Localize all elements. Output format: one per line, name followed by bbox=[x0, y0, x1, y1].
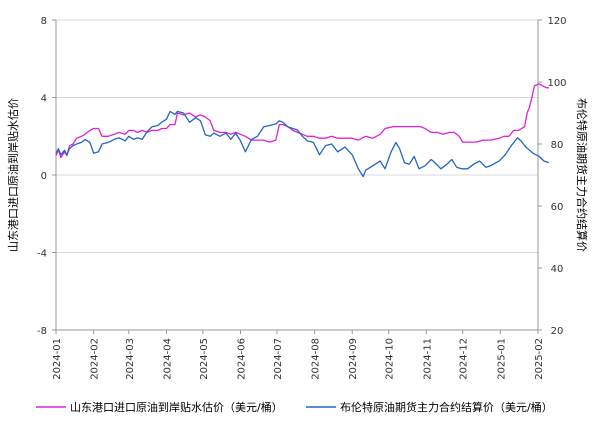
legend-label-series-2: 布伦特原油期货主力合约结算价（美元/桶） bbox=[340, 400, 553, 414]
x-tick-label: 2024-11 bbox=[422, 338, 433, 380]
legend: 山东港口进口原油到岸贴水估价（美元/桶） 布伦特原油期货主力合约结算价（美元/桶… bbox=[36, 400, 553, 414]
x-axis-ticks: 2024-01 2024-02 2024-03 2024-04 2024-05 2024-… bbox=[52, 330, 545, 380]
left-tick-label: 8 bbox=[41, 16, 47, 27]
left-tick-label: 0 bbox=[41, 171, 47, 182]
left-tick-label: 4 bbox=[41, 94, 47, 105]
left-tick-label: -8 bbox=[37, 326, 47, 337]
grid-lines bbox=[56, 19, 538, 331]
right-tick-label: 120 bbox=[547, 16, 566, 27]
x-tick-label: 2024-09 bbox=[348, 338, 359, 380]
right-tick-label: 20 bbox=[551, 326, 564, 337]
series-line-2 bbox=[55, 110, 550, 178]
x-tick-label: 2024-05 bbox=[199, 338, 210, 380]
legend-label-series-1: 山东港口进口原油到岸贴水估价（美元/桶） bbox=[70, 400, 283, 414]
x-tick-label: 2025-01 bbox=[496, 338, 507, 380]
x-tick-label: 2024-03 bbox=[125, 338, 136, 380]
right-tick-label: 80 bbox=[551, 140, 564, 151]
x-tick-label: 2024-12 bbox=[459, 338, 470, 380]
left-tick-label: -4 bbox=[37, 249, 47, 260]
left-axis-ticks: -8 -4 0 4 8 bbox=[37, 16, 56, 337]
right-tick-label: 100 bbox=[547, 78, 566, 89]
x-tick-label: 2024-08 bbox=[311, 338, 322, 380]
series-lines bbox=[55, 83, 550, 178]
series-line-1 bbox=[55, 83, 549, 159]
x-tick-label: 2024-10 bbox=[385, 338, 396, 380]
x-tick-label: 2024-01 bbox=[52, 338, 63, 380]
right-tick-label: 60 bbox=[551, 202, 564, 213]
right-tick-label: 40 bbox=[551, 264, 564, 275]
left-axis-title: 山东港口进口原油到岸贴水估价 bbox=[6, 98, 20, 252]
right-axis-title: 布伦特原油期货主力合约结算价 bbox=[575, 98, 589, 252]
x-tick-label: 2024-04 bbox=[162, 338, 173, 380]
x-tick-label: 2024-06 bbox=[237, 338, 248, 380]
right-axis-ticks: 20 40 60 80 100 120 bbox=[538, 16, 567, 337]
x-tick-label: 2024-02 bbox=[90, 338, 101, 380]
x-tick-label: 2024-07 bbox=[273, 338, 284, 380]
x-tick-label: 2025-02 bbox=[534, 338, 545, 380]
